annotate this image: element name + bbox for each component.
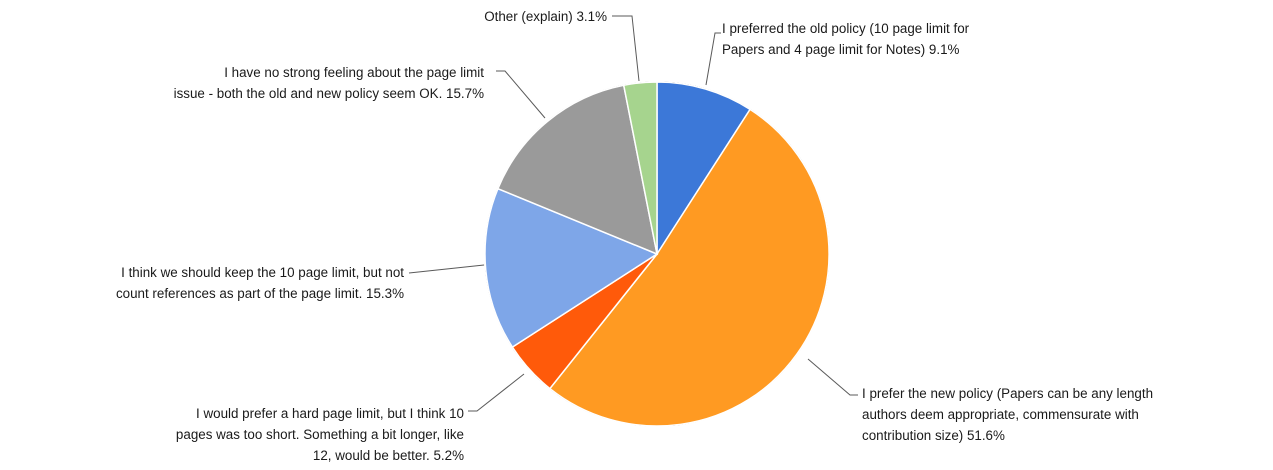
data-label-line: pages was too short. Something a bit lon… [176, 427, 464, 442]
leader-line-other [612, 15, 640, 82]
data-label-line: contribution size) 51.6% [862, 428, 1005, 443]
data-label-old: I preferred the old policy (10 page limi… [722, 21, 970, 57]
data-label-line: count references as part of the page lim… [116, 286, 404, 301]
pie-slice-nofeel [496, 84, 659, 256]
leader-line-nofeel [496, 70, 546, 119]
data-label-line: authors deem appropriate, commensurate w… [862, 407, 1139, 422]
data-label-line: I preferred the old policy (10 page limi… [722, 21, 970, 36]
pie-slice-refs [484, 187, 659, 349]
pie-slice-old [656, 81, 752, 257]
data-label-line: Papers and 4 page limit for Notes) 9.1% [722, 42, 960, 57]
data-label-line: I would prefer a hard page limit, but I … [196, 406, 464, 421]
data-label-line: 12, would be better. 5.2% [313, 448, 464, 463]
data-label-line: I have no strong feeling about the page … [224, 65, 484, 80]
pie-slice-other [622, 81, 658, 255]
leader-line-hard [468, 373, 525, 412]
data-label-hard: I would prefer a hard page limit, but I … [176, 406, 464, 463]
pie-slice-new [548, 108, 830, 427]
data-label-line: I think we should keep the 10 page limit… [121, 265, 404, 280]
data-label-refs: I think we should keep the 10 page limit… [116, 265, 404, 301]
data-label-new: I prefer the new policy (Papers can be a… [862, 386, 1153, 443]
data-label-nofeel: I have no strong feeling about the page … [174, 65, 485, 101]
leader-line-refs [408, 264, 485, 274]
data-label-other: Other (explain) 3.1% [484, 9, 607, 24]
leader-line-old [705, 32, 721, 86]
data-label-line: issue - both the old and new policy seem… [174, 86, 484, 101]
leader-line-new [807, 358, 858, 396]
data-label-line: I prefer the new policy (Papers can be a… [862, 386, 1153, 401]
data-label-line: Other (explain) 3.1% [484, 9, 607, 24]
